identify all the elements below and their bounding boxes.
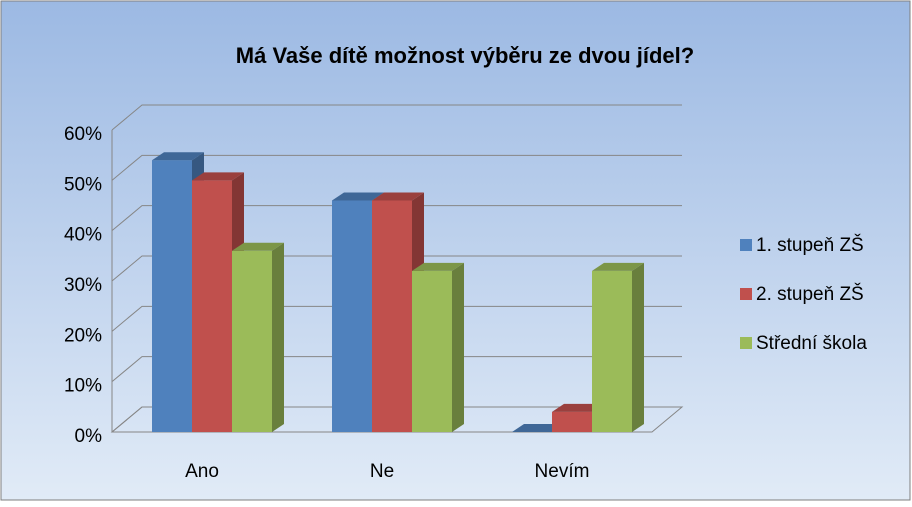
y-tick-label: 50%	[64, 174, 102, 195]
bar-top	[192, 172, 244, 181]
x-tick-label: Nevím	[535, 461, 590, 482]
bar	[152, 160, 192, 432]
legend-label: Střední škola	[756, 333, 867, 354]
legend-swatch	[740, 239, 752, 251]
y-tick-label: 30%	[64, 275, 102, 296]
bar-side	[632, 262, 644, 432]
chart-title: Má Vaše dítě možnost výběru ze dvou jíde…	[236, 43, 694, 68]
y-tick-label: 40%	[64, 225, 102, 246]
grid-line	[111, 104, 682, 131]
y-tick-label: 10%	[64, 376, 102, 397]
x-tick-label: Ano	[185, 461, 219, 482]
bar-top	[552, 403, 604, 412]
bar-top	[512, 424, 564, 432]
bar-top	[412, 262, 464, 271]
y-tick-label: 60%	[64, 124, 102, 145]
grid-line	[111, 205, 682, 232]
grid-line	[111, 154, 682, 181]
y-tick-label: 20%	[64, 325, 102, 346]
bar	[232, 250, 272, 432]
bar-top	[592, 262, 644, 271]
y-tick-label: 0%	[75, 426, 103, 447]
bar-top	[232, 242, 284, 251]
bar	[592, 270, 632, 432]
grid-line	[111, 255, 682, 282]
bar	[552, 411, 592, 432]
bar	[192, 180, 232, 432]
x-tick-label: Ne	[370, 461, 394, 482]
bar	[332, 200, 372, 432]
legend-swatch	[740, 288, 752, 300]
legend-label: 2. stupeň ZŠ	[756, 283, 864, 305]
grid-line	[111, 356, 682, 383]
bar	[372, 200, 412, 432]
legend-label: 1. stupeň ZŠ	[756, 234, 864, 256]
bar-top	[332, 192, 384, 201]
legend-swatch	[740, 337, 752, 349]
grid-line	[111, 305, 682, 332]
bar-top	[372, 192, 424, 201]
bar-side	[272, 242, 284, 432]
bar-top	[152, 152, 204, 161]
bar-side	[452, 262, 464, 432]
grid-line	[111, 406, 682, 433]
bar	[412, 270, 452, 432]
